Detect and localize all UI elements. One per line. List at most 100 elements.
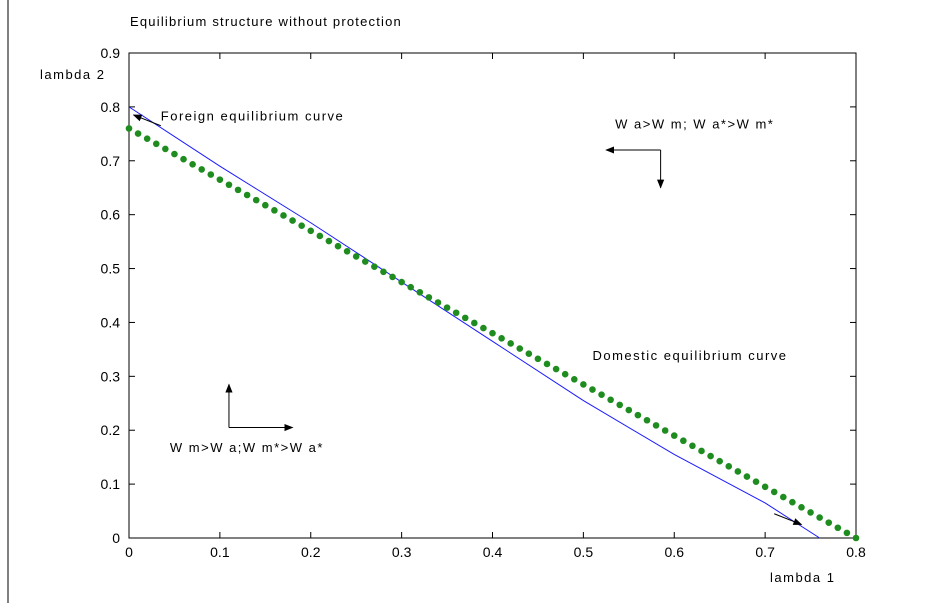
chart-annotation: W a>W m; W a*>W m*	[615, 116, 774, 131]
domestic-equilibrium-point	[689, 442, 696, 450]
y-tick-label: 0.8	[101, 99, 121, 115]
domestic-equilibrium-point	[707, 452, 714, 460]
domestic-equilibrium-point	[607, 396, 614, 404]
domestic-equilibrium-point	[734, 468, 742, 475]
domestic-equilibrium-point	[271, 207, 278, 214]
domestic-equilibrium-point	[752, 478, 760, 485]
domestic-equilibrium-point	[680, 437, 687, 445]
domestic-equilibrium-point	[598, 391, 605, 398]
foreign-equilibrium-line	[128, 106, 820, 539]
domestic-equilibrium-point	[816, 514, 823, 521]
domestic-equilibrium-point	[452, 309, 460, 317]
x-axis-label: lambda 1	[770, 570, 835, 585]
x-tick-label: 0.3	[392, 544, 412, 560]
domestic-equilibrium-point	[616, 401, 624, 409]
y-axis-label: lambda 2	[40, 67, 105, 82]
domestic-equilibrium-point	[262, 201, 269, 209]
domestic-equilibrium-point	[507, 340, 514, 347]
chart-title: Equilibrium structure without protection	[130, 14, 402, 29]
domestic-equilibrium-point	[280, 212, 287, 219]
chart-annotation: W m>W a;W m*>W a*	[170, 440, 324, 455]
domestic-equilibrium-point	[716, 457, 723, 465]
domestic-equilibrium-point	[334, 242, 342, 250]
domestic-equilibrium-point	[834, 524, 842, 532]
domestic-equilibrium-point	[134, 130, 142, 137]
domestic-equilibrium-point	[162, 145, 169, 153]
domestic-equilibrium-point	[589, 386, 596, 393]
domestic-equilibrium-point	[652, 422, 660, 429]
domestic-equilibrium-point	[543, 360, 551, 368]
domestic-equilibrium-point	[307, 227, 315, 235]
x-tick-label: 0.8	[846, 544, 866, 560]
domestic-equilibrium-point	[489, 329, 496, 337]
domestic-equilibrium-point	[143, 135, 151, 142]
domestic-equilibrium-point	[361, 258, 369, 265]
domestic-equilibrium-point	[298, 222, 305, 230]
annotation-layer: Foreign equilibrium curve W a>W m; W a*>W…	[161, 108, 787, 455]
y-tick-label: 0.9	[101, 45, 121, 61]
domestic-equilibrium-point	[534, 355, 542, 363]
y-tick-label: 0.5	[101, 261, 121, 277]
domestic-equilibrium-point	[561, 370, 569, 378]
domestic-equilibrium-point	[171, 150, 178, 158]
domestic-equilibrium-point	[825, 519, 833, 526]
domestic-equilibrium-point	[243, 191, 251, 199]
domestic-equilibrium-point	[152, 140, 160, 148]
domestic-equilibrium-point	[525, 350, 533, 358]
y-tick-label: 0.4	[101, 314, 121, 330]
x-tick-label: 0.1	[210, 544, 230, 560]
domestic-equilibrium-point	[480, 324, 487, 332]
tick-layer: 0 0.1 0.2 0.3 0.4 0.5 0.6 0.7 0.8 0 0.1 0.2 0.3 0.4 0.…	[101, 45, 866, 560]
domestic-equilibrium-point	[125, 125, 133, 132]
domestic-equilibrium-point	[189, 160, 196, 168]
domestic-equilibrium-point	[289, 217, 296, 224]
domestic-equilibrium-point	[580, 381, 587, 388]
chart-annotation: Foreign equilibrium curve	[161, 108, 344, 123]
direction-arrow	[132, 114, 161, 127]
domestic-equilibrium-point	[398, 278, 405, 286]
domestic-equilibrium-point	[325, 237, 333, 245]
y-tick-label: 0.2	[101, 422, 121, 438]
domestic-equilibrium-point	[216, 176, 224, 183]
direction-arrow	[774, 513, 803, 525]
domestic-equilibrium-point	[434, 299, 442, 306]
chart-annotation: Domestic equilibrium curve	[592, 348, 787, 363]
domestic-equilibrium-point	[761, 483, 769, 491]
domestic-equilibrium-point	[371, 263, 378, 270]
domestic-equilibrium-point	[407, 283, 415, 291]
domestic-equilibrium-point	[498, 335, 505, 342]
domestic-equilibrium-point	[461, 314, 469, 322]
x-tick-label: 0.6	[665, 544, 685, 560]
x-tick-label: 0.7	[755, 544, 775, 560]
domestic-equilibrium-point	[807, 509, 814, 516]
x-tick-label: 0	[125, 544, 133, 560]
domestic-equilibrium-point	[389, 273, 396, 281]
domestic-equilibrium-point	[316, 232, 324, 240]
domestic-equilibrium-point	[843, 529, 851, 537]
domestic-equilibrium-point	[770, 488, 778, 496]
domestic-equilibrium-point	[516, 345, 524, 352]
y-tick-label: 0.7	[101, 153, 121, 169]
domestic-equilibrium-point	[634, 411, 642, 419]
domestic-equilibrium-point	[852, 534, 860, 542]
domestic-equilibrium-point	[180, 155, 187, 163]
domestic-equilibrium-point	[380, 268, 387, 276]
domestic-equilibrium-point	[798, 503, 805, 511]
domestic-equilibrium-point	[661, 427, 669, 434]
domestic-equilibrium-point	[343, 248, 351, 255]
x-tick-label: 0.5	[574, 544, 594, 560]
domestic-equilibrium-point	[570, 375, 578, 383]
domestic-equilibrium-point	[198, 166, 205, 173]
domestic-equilibrium-point	[780, 493, 787, 501]
y-tick-label: 0	[112, 530, 120, 546]
x-tick-label: 0.2	[301, 544, 321, 560]
series-layer	[125, 106, 860, 542]
domestic-equilibrium-point	[252, 196, 260, 204]
domestic-equilibrium-point	[725, 463, 733, 470]
domestic-equilibrium-point	[443, 304, 451, 311]
domestic-equilibrium-point	[670, 432, 678, 439]
domestic-equilibrium-point	[743, 473, 751, 480]
domestic-equilibrium-point	[789, 498, 796, 506]
